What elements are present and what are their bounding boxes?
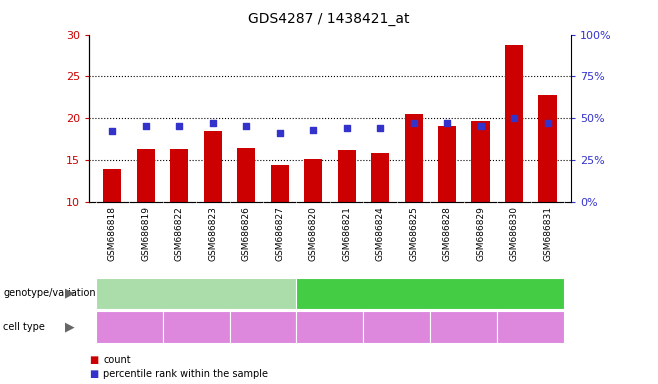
Bar <box>270 165 289 202</box>
Text: GSM686828: GSM686828 <box>443 206 451 261</box>
Bar <box>405 114 423 202</box>
Point <box>207 120 218 126</box>
Text: TET2 knockout: TET2 knockout <box>390 288 472 298</box>
Bar <box>170 149 188 202</box>
Text: GSM686826: GSM686826 <box>241 206 251 261</box>
Text: GDS4287 / 1438421_at: GDS4287 / 1438421_at <box>248 12 410 25</box>
Text: LSK: LSK <box>320 322 340 332</box>
Point <box>509 115 519 121</box>
Bar <box>438 126 457 202</box>
Bar <box>203 131 222 202</box>
Text: ▶: ▶ <box>64 287 74 300</box>
Bar <box>338 150 356 202</box>
Text: count: count <box>103 355 131 365</box>
Text: ■: ■ <box>89 369 98 379</box>
Text: ■: ■ <box>89 355 98 365</box>
Text: GSM686827: GSM686827 <box>275 206 284 261</box>
Point <box>174 123 184 129</box>
Bar <box>472 121 490 202</box>
Point <box>141 123 151 129</box>
Text: GSM686822: GSM686822 <box>175 206 184 261</box>
Text: CMP: CMP <box>185 322 207 332</box>
Text: LSK: LSK <box>120 322 139 332</box>
Bar <box>237 148 255 202</box>
Point <box>274 130 285 136</box>
Point <box>308 127 318 133</box>
Text: GSM686823: GSM686823 <box>209 206 217 261</box>
Point <box>476 123 486 129</box>
Text: GSM686821: GSM686821 <box>342 206 351 261</box>
Text: GSM686831: GSM686831 <box>544 206 552 261</box>
Text: GSM686830: GSM686830 <box>510 206 519 261</box>
Bar <box>103 169 122 202</box>
Text: ▶: ▶ <box>64 320 74 333</box>
Bar <box>304 159 322 202</box>
Text: GSM686819: GSM686819 <box>141 206 150 261</box>
Text: GSM686818: GSM686818 <box>108 206 116 261</box>
Text: percentile rank within the sample: percentile rank within the sample <box>103 369 268 379</box>
Point <box>542 120 553 126</box>
Point <box>342 125 352 131</box>
Text: GSM686829: GSM686829 <box>476 206 485 261</box>
Point <box>375 125 386 131</box>
Bar <box>371 153 390 202</box>
Text: LSK CD150+
sorted: LSK CD150+ sorted <box>498 316 564 338</box>
Text: GSM686820: GSM686820 <box>309 206 318 261</box>
Text: genotype/variation: genotype/variation <box>3 288 96 298</box>
Bar <box>505 45 523 202</box>
Text: GMP: GMP <box>452 322 476 332</box>
Bar <box>137 149 155 202</box>
Bar <box>538 95 557 202</box>
Text: CMP: CMP <box>386 322 408 332</box>
Text: cell type: cell type <box>3 322 45 332</box>
Text: wild type: wild type <box>170 288 222 298</box>
Point <box>442 120 453 126</box>
Point <box>241 123 251 129</box>
Point <box>107 128 118 134</box>
Text: GSM686825: GSM686825 <box>409 206 418 261</box>
Text: GMP: GMP <box>251 322 274 332</box>
Text: GSM686824: GSM686824 <box>376 206 385 261</box>
Point <box>409 120 419 126</box>
